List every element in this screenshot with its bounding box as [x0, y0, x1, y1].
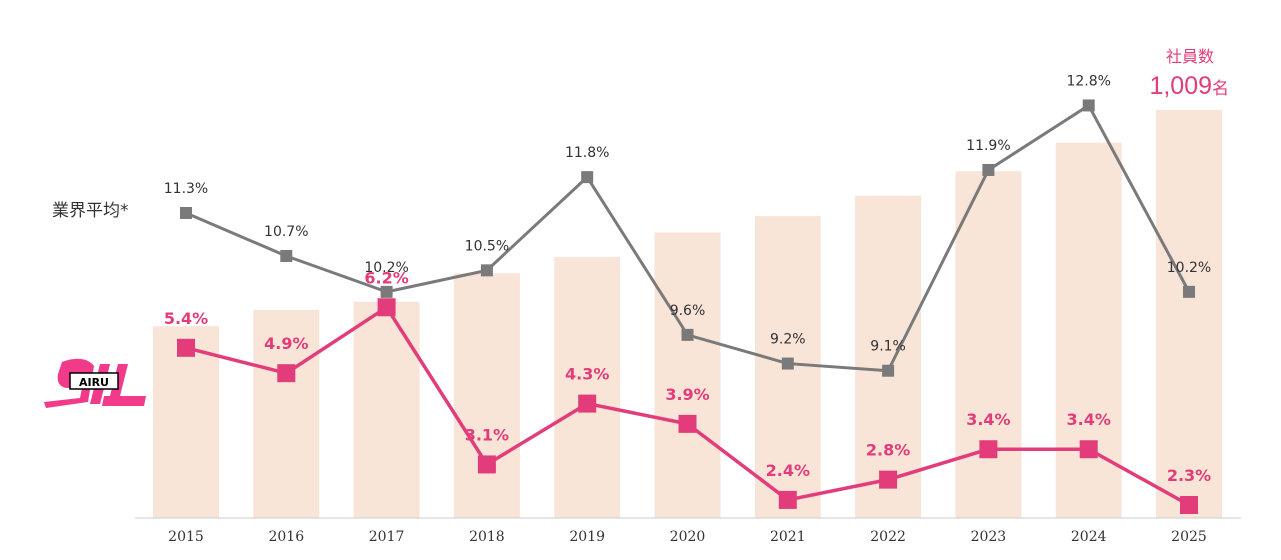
logo-text: AIRU — [79, 376, 109, 389]
company-point-2018 — [477, 455, 496, 474]
employee-count-annotation: 社員数 1,009名 — [1149, 47, 1229, 100]
industry-label-2019: 11.8% — [565, 145, 609, 161]
employee-bar-2020 — [654, 232, 721, 518]
company-point-2023 — [979, 440, 998, 459]
industry-label-2023: 11.9% — [966, 138, 1010, 154]
x-tick-2024: 2024 — [1071, 529, 1107, 545]
x-tick-2015: 2015 — [168, 529, 204, 545]
company-label-2024: 3.4% — [1067, 410, 1111, 429]
company-point-2021 — [778, 490, 797, 509]
company-label-2017: 6.2% — [364, 268, 408, 287]
employee-bar-2018 — [453, 273, 520, 518]
employee-bar-2022 — [855, 195, 922, 518]
industry-point-2016 — [280, 250, 293, 263]
industry-label-2020: 9.6% — [670, 303, 706, 319]
industry-point-2023 — [982, 163, 995, 176]
industry-point-2017 — [380, 285, 393, 298]
company-label-2023: 3.4% — [966, 410, 1010, 429]
x-tick-labels: 2015 2016 2017 2018 2019 2020 2021 2022 2023 2024… — [168, 529, 1207, 545]
employee-caption: 社員数 — [1166, 47, 1214, 66]
company-series: 5.4% 4.9% 6.2% 3.1% 4.3% 3.9% 2.4% 2.8% 3.4% 3.4%… — [164, 268, 1211, 514]
industry-point-2021 — [781, 357, 794, 370]
company-label-2021: 2.4% — [766, 461, 810, 480]
employee-bar-2015 — [153, 326, 219, 518]
industry-label-2017: 10.2% — [364, 260, 408, 276]
industry-label-2024: 12.8% — [1066, 73, 1110, 89]
employee-bar-2019 — [554, 256, 621, 518]
company-label-2025: 2.3% — [1167, 466, 1211, 485]
x-tick-2018: 2018 — [469, 529, 505, 545]
company-point-2017 — [377, 298, 396, 317]
industry-point-2019 — [581, 171, 594, 184]
company-label-2018: 3.1% — [465, 425, 509, 444]
company-label-2016: 4.9% — [264, 334, 308, 353]
x-tick-2025: 2025 — [1171, 529, 1207, 545]
industry-label-2025: 10.2% — [1167, 260, 1211, 276]
industry-point-2024 — [1082, 99, 1095, 112]
industry-point-2018 — [480, 264, 493, 277]
industry-average-series: 11.3% 10.7% 10.2% 10.5% 11.8% 9.6% 9.2% 9.1% 11.… — [164, 73, 1211, 377]
x-tick-2022: 2022 — [870, 529, 906, 545]
employee-total: 1,009名 — [1149, 72, 1229, 100]
x-tick-2019: 2019 — [569, 529, 605, 545]
employee-bar-2017 — [353, 301, 420, 518]
industry-point-2025 — [1183, 285, 1195, 298]
company-point-2019 — [578, 394, 597, 413]
company-label-2019: 4.3% — [565, 365, 609, 384]
employee-bar-2023 — [955, 171, 1022, 518]
industry-label-2021: 9.2% — [770, 332, 806, 348]
company-point-2024 — [1079, 440, 1098, 459]
industry-average-legend: 業界平均* — [52, 201, 129, 221]
employee-total-unit: 名 — [1212, 79, 1229, 99]
industry-label-2015: 11.3% — [164, 181, 208, 197]
industry-label-2018: 10.5% — [465, 238, 509, 254]
company-point-2016 — [277, 364, 296, 383]
industry-point-2020 — [681, 328, 694, 341]
company-label-2020: 3.9% — [665, 385, 709, 404]
industry-label-2022: 9.1% — [870, 339, 906, 355]
industry-label-2016: 10.7% — [264, 224, 308, 240]
x-tick-2017: 2017 — [369, 529, 405, 545]
company-label-2022: 2.8% — [866, 441, 910, 460]
employee-bar-2016 — [253, 309, 320, 518]
company-label-2015: 5.4% — [164, 309, 208, 328]
company-point-2022 — [879, 470, 898, 489]
x-tick-2021: 2021 — [770, 529, 806, 545]
employee-bar-2025 — [1156, 110, 1222, 518]
company-point-2025 — [1180, 495, 1198, 514]
company-point-2015 — [177, 338, 195, 357]
x-tick-2023: 2023 — [971, 529, 1007, 545]
industry-point-2015 — [180, 206, 192, 219]
x-tick-2020: 2020 — [670, 529, 706, 545]
company-logo: AIRU — [44, 358, 146, 408]
x-tick-2016: 2016 — [268, 529, 304, 545]
industry-point-2022 — [882, 364, 895, 377]
employee-total-value: 1,009 — [1149, 72, 1212, 100]
company-point-2020 — [678, 414, 697, 433]
